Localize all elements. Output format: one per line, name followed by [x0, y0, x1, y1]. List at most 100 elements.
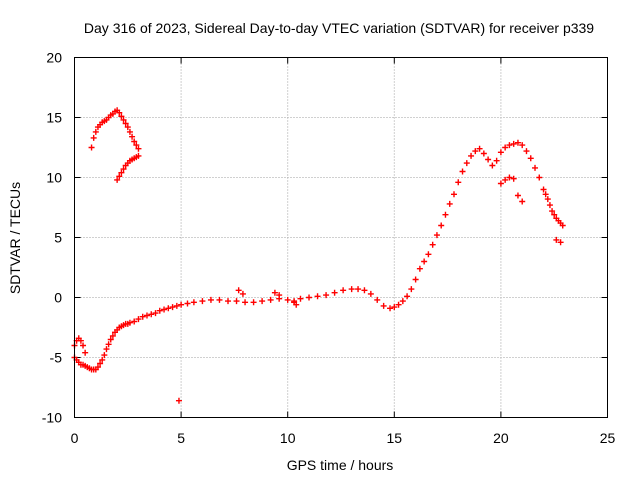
data-point [416, 265, 423, 272]
data-point [271, 289, 278, 296]
data-point [120, 116, 127, 123]
data-point [82, 349, 89, 356]
data-point [506, 142, 513, 149]
data-point [536, 174, 543, 181]
data-point [425, 251, 432, 258]
data-point [361, 287, 368, 294]
series-points [175, 287, 300, 404]
data-point [190, 299, 197, 306]
data-point [331, 289, 338, 296]
data-point [233, 298, 240, 305]
data-point [156, 307, 163, 314]
x-tick-label: 15 [387, 430, 403, 446]
data-point [399, 298, 406, 305]
data-point [408, 286, 415, 293]
data-point [259, 298, 266, 305]
x-tick-labels: 0 5 10 15 20 25 [71, 430, 616, 446]
data-point [480, 150, 487, 157]
data-point [391, 304, 398, 311]
data-point [519, 142, 526, 149]
data-point [421, 258, 428, 265]
data-point [139, 313, 146, 320]
data-point [124, 124, 131, 131]
x-tick-label: 25 [600, 430, 616, 446]
data-point [135, 152, 142, 159]
data-point [131, 138, 138, 145]
y-tick-label: -10 [42, 410, 62, 426]
data-point [485, 156, 492, 163]
data-point [380, 302, 387, 309]
y-tick-labels: -10 -5 0 5 10 15 20 [42, 50, 62, 426]
data-point [105, 341, 112, 348]
data-point [126, 319, 133, 326]
data-point [510, 175, 517, 182]
data-point [92, 128, 99, 135]
y-axis-label: SDTVAR / TECUs [7, 182, 23, 294]
data-point [235, 287, 242, 294]
data-point [502, 176, 509, 183]
data-point [131, 318, 138, 325]
data-point [551, 211, 558, 218]
x-tick-label: 20 [493, 430, 509, 446]
data-point [284, 296, 291, 303]
data-point [161, 306, 168, 313]
data-point [493, 157, 500, 164]
data-point [544, 196, 551, 203]
data-point [116, 109, 123, 116]
data-point [148, 311, 155, 318]
data-point [77, 337, 84, 344]
data-point [404, 293, 411, 300]
data-point [225, 298, 232, 305]
data-point [107, 336, 114, 343]
data-point [395, 301, 402, 308]
data-point [297, 295, 304, 302]
data-point [549, 208, 556, 215]
data-point [133, 142, 140, 149]
data-point [527, 155, 534, 162]
data-point [514, 192, 521, 199]
data-point [340, 287, 347, 294]
data-point [502, 144, 509, 151]
data-point [116, 173, 123, 180]
data-point [126, 128, 133, 135]
data-point [101, 352, 108, 359]
data-point [433, 232, 440, 239]
data-point [88, 144, 95, 151]
data-point [446, 200, 453, 207]
data-point [267, 296, 274, 303]
data-point [109, 332, 116, 339]
data-point [199, 298, 206, 305]
x-tick-label: 5 [177, 430, 185, 446]
plot-frame [74, 57, 608, 418]
data-point [99, 356, 106, 363]
data-point [306, 294, 313, 301]
data-point [514, 139, 521, 146]
data-point [314, 293, 321, 300]
data-point [90, 134, 97, 141]
data-point [523, 148, 530, 155]
data-point [519, 198, 526, 205]
data-point [476, 145, 483, 152]
data-point [455, 179, 462, 186]
data-point [94, 364, 101, 371]
data-point [442, 211, 449, 218]
series-points [114, 152, 142, 183]
data-point [207, 296, 214, 303]
data-point [323, 292, 330, 299]
data-point [118, 169, 125, 176]
data-point [463, 160, 470, 167]
data-point [489, 162, 496, 169]
data-point [450, 191, 457, 198]
data-point [497, 180, 504, 187]
data-point [135, 316, 142, 323]
data-point [175, 397, 182, 404]
data-point [165, 305, 172, 312]
data-point [250, 299, 257, 306]
series-points [71, 174, 564, 356]
grid [74, 57, 608, 418]
y-tick-label: 5 [54, 230, 62, 246]
series-points [88, 107, 142, 152]
data-point [152, 310, 159, 317]
data-point [216, 296, 223, 303]
